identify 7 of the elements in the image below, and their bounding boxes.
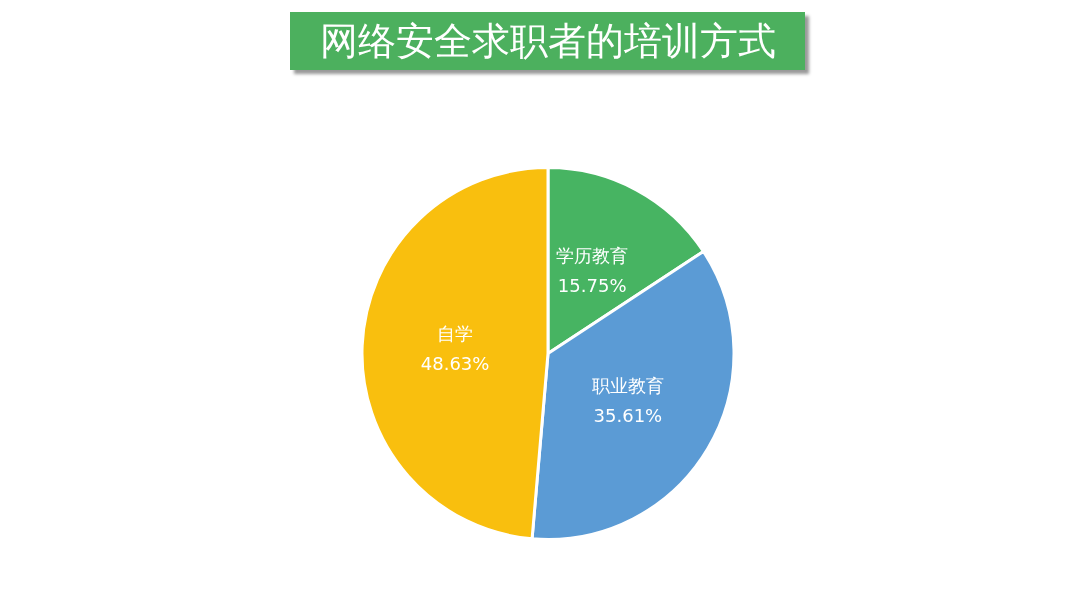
slice-label: 学历教育 <box>556 245 629 267</box>
slice-label: 自学 <box>437 323 474 345</box>
chart-title: 网络安全求职者的培训方式 <box>290 12 805 70</box>
slice-label: 职业教育 <box>591 374 664 396</box>
data-label: 35.61% <box>593 404 663 426</box>
data-label: 48.63% <box>420 353 490 375</box>
data-label: 15.75% <box>557 275 627 297</box>
